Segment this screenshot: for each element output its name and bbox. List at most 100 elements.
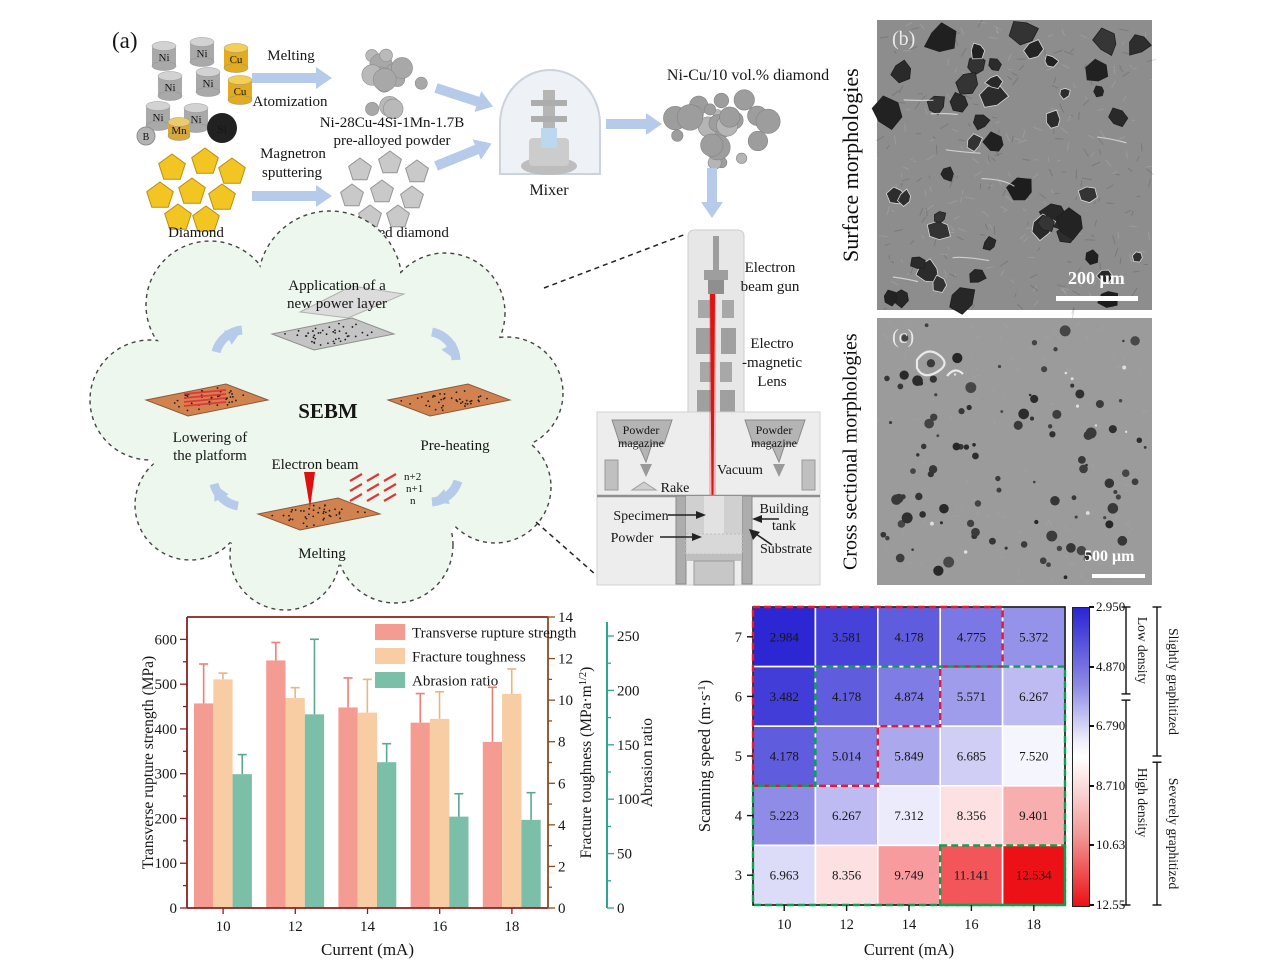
colorbar-tick [1089,665,1094,668]
colorbar-tick-label: 8.710 [1096,777,1126,793]
crystal-icon [192,205,220,232]
colorbar-tick-label: 10.63 [1096,837,1126,853]
pore-particle [974,500,982,507]
heatmap-cell-value: 5.571 [957,689,986,704]
pore-particle [1105,520,1114,529]
element-cylinder-label: Ni [203,78,214,90]
pore-particle [936,434,940,438]
heatmap-cell [752,725,817,787]
powder-magazine-left-icon [611,419,673,464]
heatmap-cell-value: 11.141 [954,868,989,883]
diamond-particle [1131,251,1143,263]
heatmap-cell-value: 9.401 [1019,808,1048,823]
layer-hatch [366,473,380,482]
pore-particle [1075,389,1085,399]
ft-tick-label: 4 [558,818,566,834]
y-tick-label: 6 [735,689,742,705]
bar-2-1 [304,714,325,908]
heatmap-cell-value: 5.849 [894,749,923,764]
flow-arrow-icon [434,139,492,171]
heatmap-cell [752,665,817,727]
ft-tick-label: 6 [558,776,566,792]
element-cylinder-label: Cu [234,86,247,98]
legend-swatch [375,624,405,640]
panel-c-label: (c) [892,326,915,348]
electron-beam-label: Electron beam [271,457,358,473]
y-tick-label: 4 [735,809,743,825]
heatmap-cell-value: 5.372 [1019,629,1048,644]
crystal-icon [386,204,410,228]
flow-arrow-icon [252,185,332,207]
pore-particle [901,512,913,524]
pore-particle [1013,420,1023,430]
pore-particle [972,442,976,447]
mixture-sphere [713,92,729,109]
legend-label: Abrasion ratio [412,674,498,690]
pore-particle [880,531,887,538]
building-tank-label-line2: tank [772,519,796,534]
heatmap-cell [814,844,879,906]
ft-tick-label: 14 [558,610,574,626]
diamond-particle [1092,27,1117,57]
bar-0-4 [482,741,503,908]
heatmap-cell-value: 5.223 [770,808,799,823]
heatmap-cell-value: 6.267 [832,808,862,823]
melting-label: Melting [267,48,315,64]
bar-chart: 0 100 200 300 400 500 600 0 2 4 6 8 10 12 14 0 50 100 150 2… [140,610,656,959]
heatmap-cell [1001,844,1066,906]
diamond-particle [910,256,926,269]
left-tick-label: 0 [170,901,178,917]
abrasion-tick-label: 100 [617,792,640,808]
pore-particle [966,404,972,411]
gun-label-line1: Electron [745,260,796,276]
x-tick-label: 14 [902,917,917,933]
pore-particle [1103,516,1107,520]
legend-label: Fracture toughness [412,650,526,666]
pore-particle [915,492,923,501]
powder-magazine-right-icon [744,419,806,464]
x-tick-label: 10 [777,917,792,933]
abrasion-tick-label: 200 [617,683,640,699]
diamond-particle [926,220,951,241]
mixture-sphere [736,152,748,164]
melting-step: Melting [298,546,346,562]
rake-label: Rake [661,481,690,496]
ft-tick-label: 10 [558,693,573,709]
pore-particle [917,492,921,496]
y-tick-label: 3 [735,868,742,884]
pore-particle [1117,535,1128,546]
mixture-sphere [719,106,741,128]
powder-sphere [391,57,413,79]
sem-c-background [877,318,1152,585]
diamond-particle [890,59,912,84]
crystal-icon [400,185,424,209]
x-axis-title: Current (mA) [864,940,954,959]
crystal-icon [340,183,364,207]
mixture-label: Ni-Cu/10 vol.% diamond [667,67,829,84]
element-si-label: Si [217,122,228,136]
mixture-sphere [676,104,704,131]
diamond-particle [883,289,898,307]
cycle-arrowhead-icon [214,484,229,502]
diamond-particle [1008,21,1039,46]
mixture-sphere [700,133,724,157]
heatmap-cell-value: 4.178 [894,629,923,644]
legend-swatch [375,672,405,688]
heatmap-cell-value: 7.312 [894,808,923,823]
bar-2-0 [232,774,252,908]
annotation-brackets: Low density High density Slightly graphiti… [1121,606,1181,906]
pore-particle [939,503,949,514]
melting-beam-icon [304,472,315,508]
y-tick-label: 7 [735,630,742,646]
zoom-connector-bottom [535,521,605,583]
panel-b-scale-text: 200 μm [1068,268,1125,288]
heatmap-cell [752,606,817,668]
crystal-icon [178,177,206,204]
element-si-icon [207,113,237,143]
heatmap-cell-value: 3.482 [770,689,799,704]
diamond-particle [1006,177,1032,201]
y-tick-label: 5 [735,749,742,765]
bar-2-3 [449,816,469,908]
pore-particle [934,393,938,397]
x-tick-label: 18 [1027,917,1042,933]
